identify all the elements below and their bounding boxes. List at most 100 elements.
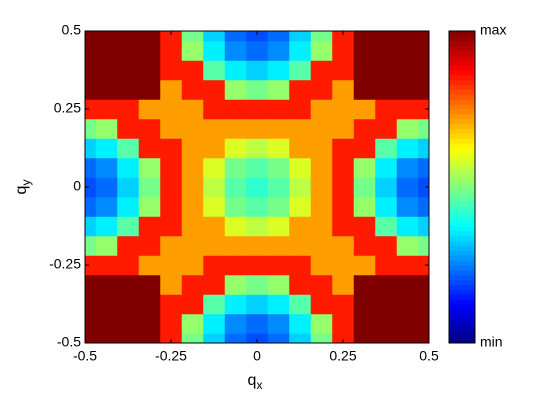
- heatmap-cell: [203, 40, 226, 61]
- heatmap-cell: [95, 31, 118, 42]
- heatmap-cell: [203, 255, 226, 276]
- heatmap-cell: [310, 60, 333, 81]
- heatmap-cell: [353, 138, 376, 159]
- heatmap-cell: [310, 255, 333, 276]
- colorbar-swatch: [449, 133, 475, 139]
- colorbar-swatch: [449, 152, 475, 159]
- heatmap-cell: [310, 157, 333, 178]
- heatmap-cell: [138, 216, 161, 237]
- heatmap-cell: [310, 274, 333, 295]
- heatmap-cell: [310, 313, 333, 334]
- heatmap-cell: [224, 313, 247, 334]
- heatmap-cell: [117, 313, 140, 334]
- heatmap-cell: [95, 255, 118, 276]
- colorbar-swatch: [449, 230, 475, 237]
- heatmap-cell: [181, 157, 204, 178]
- heatmap-cell: [85, 235, 97, 256]
- colorbar-swatch: [449, 269, 475, 276]
- colorbar-swatch: [449, 60, 475, 66]
- heatmap-cell: [289, 138, 312, 159]
- heatmap-cell: [203, 216, 226, 237]
- heatmap-cell: [95, 99, 118, 120]
- heatmap-cell: [203, 274, 226, 295]
- colorbar-swatch: [449, 55, 475, 61]
- heatmap-cell: [203, 79, 226, 100]
- heatmap-cell: [353, 157, 376, 178]
- heatmap-cell: [418, 216, 429, 237]
- heatmap-cell: [418, 138, 429, 159]
- heatmap-cell: [418, 157, 429, 178]
- heatmap-cell: [418, 99, 429, 120]
- heatmap-cell: [117, 274, 140, 295]
- heatmap-cell: [396, 118, 419, 139]
- heatmap-cell: [224, 99, 247, 120]
- colorbar-swatch: [449, 260, 475, 266]
- heatmap-cell: [181, 79, 204, 100]
- colorbar-swatch: [449, 221, 475, 227]
- heatmap-cell: [289, 255, 312, 276]
- heatmap-cell: [267, 138, 290, 159]
- heatmap-cell: [181, 235, 204, 256]
- y-axis-label-sub: y: [19, 180, 33, 186]
- heatmap-cell: [117, 60, 140, 81]
- heatmap-cell: [375, 274, 398, 295]
- heatmap: [85, 31, 429, 343]
- colorbar-swatch: [449, 50, 475, 56]
- colorbar-swatch: [449, 265, 475, 271]
- heatmap-cell: [203, 99, 226, 120]
- heatmap-cell: [224, 79, 247, 100]
- heatmap-cell: [267, 196, 290, 217]
- heatmap-cell: [117, 294, 140, 315]
- heatmap-cell: [138, 196, 161, 217]
- heatmap-cell: [160, 99, 183, 120]
- heatmap-cell: [246, 118, 269, 139]
- heatmap-cell: [332, 138, 355, 159]
- heatmap-cell: [181, 196, 204, 217]
- heatmap-cell: [353, 99, 376, 120]
- heatmap-cell: [203, 138, 226, 159]
- colorbar-swatch: [449, 79, 475, 86]
- heatmap-cell: [332, 157, 355, 178]
- colorbar-swatch: [449, 328, 475, 334]
- heatmap-cell: [117, 177, 140, 198]
- colorbar-swatch: [449, 250, 475, 256]
- heatmap-cell: [160, 274, 183, 295]
- heatmap-cell: [181, 177, 204, 198]
- heatmap-cell: [353, 118, 376, 139]
- heatmap-cell: [353, 274, 376, 295]
- heatmap-cell: [418, 79, 429, 100]
- heatmap-cell: [267, 235, 290, 256]
- heatmap-cell: [85, 177, 97, 198]
- heatmap-cell: [181, 294, 204, 315]
- heatmap-cell: [332, 177, 355, 198]
- heatmap-cell: [95, 157, 118, 178]
- heatmap-cell: [332, 99, 355, 120]
- colorbar-swatch: [449, 216, 475, 222]
- colorbar-swatch: [449, 128, 475, 134]
- heatmap-cell: [289, 294, 312, 315]
- heatmap-cell: [85, 40, 97, 61]
- heatmap-cell: [160, 313, 183, 334]
- heatmap-cell: [224, 196, 247, 217]
- colorbar-swatch: [449, 313, 475, 320]
- heatmap-cell: [289, 40, 312, 61]
- colorbar-swatch: [449, 99, 475, 105]
- heatmap-cell: [310, 138, 333, 159]
- heatmap-cell: [332, 31, 355, 42]
- heatmap-cell: [375, 313, 398, 334]
- heatmap-cell: [353, 31, 376, 42]
- heatmap-cell: [310, 235, 333, 256]
- y-axis-label-main: q: [13, 186, 30, 195]
- heatmap-cell: [310, 79, 333, 100]
- heatmap-cell: [396, 333, 419, 343]
- heatmap-cell: [289, 177, 312, 198]
- heatmap-cell: [332, 294, 355, 315]
- heatmap-cell: [181, 60, 204, 81]
- heatmap-cell: [181, 333, 204, 343]
- heatmap-cell: [375, 196, 398, 217]
- colorbar-swatch: [449, 338, 475, 344]
- heatmap-cell: [95, 313, 118, 334]
- heatmap-cell: [224, 216, 247, 237]
- heatmap-cell: [138, 157, 161, 178]
- heatmap-cell: [181, 99, 204, 120]
